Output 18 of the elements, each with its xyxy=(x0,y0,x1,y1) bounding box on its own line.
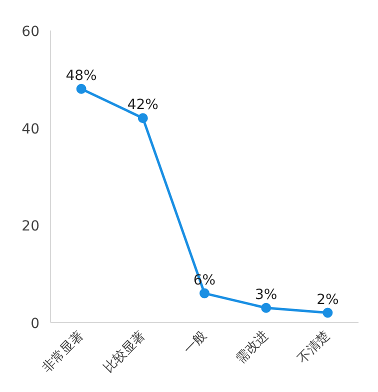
y-tick-label: 40 xyxy=(22,121,40,138)
data-label: 42% xyxy=(127,97,158,114)
point xyxy=(138,113,148,124)
data-label: 48% xyxy=(66,68,97,84)
y-tick-label: 60 xyxy=(22,24,40,40)
y-tick-label: 20 xyxy=(22,218,40,235)
point xyxy=(200,288,210,298)
y-tick-label: 0 xyxy=(30,316,40,332)
x-tick-label: 一般 xyxy=(181,328,210,358)
x-tick-label: 需改进 xyxy=(234,328,272,367)
point xyxy=(261,302,272,313)
x-tick-label: 不清楚 xyxy=(295,328,334,367)
point xyxy=(322,308,333,318)
x-tick-label: 非常显著 xyxy=(40,328,87,376)
data-label: 3% xyxy=(254,286,278,303)
point xyxy=(76,84,86,94)
x-tick-label: 比较显著 xyxy=(101,328,148,376)
data-label: 2% xyxy=(316,292,339,308)
